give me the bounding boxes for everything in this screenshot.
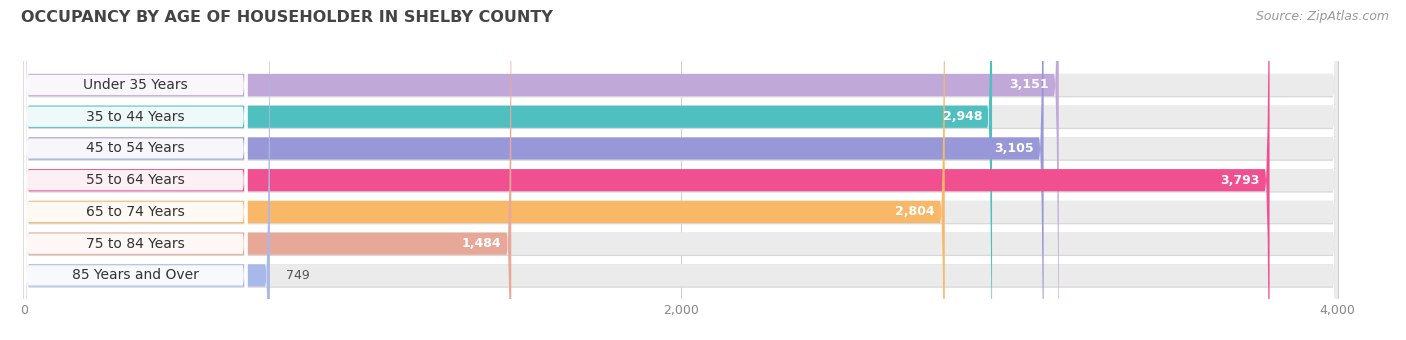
- Text: 3,105: 3,105: [994, 142, 1033, 155]
- FancyBboxPatch shape: [24, 0, 1043, 340]
- FancyBboxPatch shape: [24, 0, 1337, 340]
- Text: Under 35 Years: Under 35 Years: [83, 78, 188, 92]
- FancyBboxPatch shape: [24, 0, 247, 340]
- FancyBboxPatch shape: [24, 0, 945, 340]
- FancyBboxPatch shape: [24, 0, 1337, 340]
- Text: 75 to 84 Years: 75 to 84 Years: [86, 237, 186, 251]
- FancyBboxPatch shape: [24, 0, 247, 340]
- FancyBboxPatch shape: [24, 0, 247, 340]
- FancyBboxPatch shape: [24, 0, 1337, 340]
- FancyBboxPatch shape: [24, 0, 1337, 340]
- Text: 3,151: 3,151: [1010, 79, 1049, 91]
- FancyBboxPatch shape: [24, 0, 1059, 340]
- FancyBboxPatch shape: [24, 0, 1270, 340]
- FancyBboxPatch shape: [24, 0, 247, 340]
- Text: 749: 749: [287, 269, 311, 282]
- FancyBboxPatch shape: [24, 0, 1337, 340]
- FancyBboxPatch shape: [24, 0, 270, 340]
- FancyBboxPatch shape: [24, 0, 247, 340]
- Text: 1,484: 1,484: [461, 237, 502, 250]
- Text: OCCUPANCY BY AGE OF HOUSEHOLDER IN SHELBY COUNTY: OCCUPANCY BY AGE OF HOUSEHOLDER IN SHELB…: [21, 10, 553, 25]
- FancyBboxPatch shape: [24, 0, 1337, 340]
- Text: 3,793: 3,793: [1220, 174, 1260, 187]
- FancyBboxPatch shape: [24, 0, 1337, 340]
- Text: 45 to 54 Years: 45 to 54 Years: [86, 141, 184, 155]
- FancyBboxPatch shape: [24, 0, 993, 340]
- FancyBboxPatch shape: [24, 0, 1337, 340]
- FancyBboxPatch shape: [24, 0, 247, 340]
- FancyBboxPatch shape: [24, 0, 1337, 340]
- FancyBboxPatch shape: [24, 0, 1337, 340]
- Text: 85 Years and Over: 85 Years and Over: [72, 268, 200, 283]
- FancyBboxPatch shape: [24, 0, 1337, 340]
- FancyBboxPatch shape: [24, 0, 247, 340]
- Text: Source: ZipAtlas.com: Source: ZipAtlas.com: [1256, 10, 1389, 23]
- Text: 55 to 64 Years: 55 to 64 Years: [86, 173, 186, 187]
- Text: 2,804: 2,804: [896, 205, 935, 218]
- Text: 65 to 74 Years: 65 to 74 Years: [86, 205, 186, 219]
- FancyBboxPatch shape: [24, 0, 512, 340]
- Text: 2,948: 2,948: [942, 110, 983, 123]
- FancyBboxPatch shape: [24, 0, 1337, 340]
- FancyBboxPatch shape: [24, 0, 1337, 340]
- FancyBboxPatch shape: [24, 0, 1337, 340]
- Text: 35 to 44 Years: 35 to 44 Years: [86, 110, 184, 124]
